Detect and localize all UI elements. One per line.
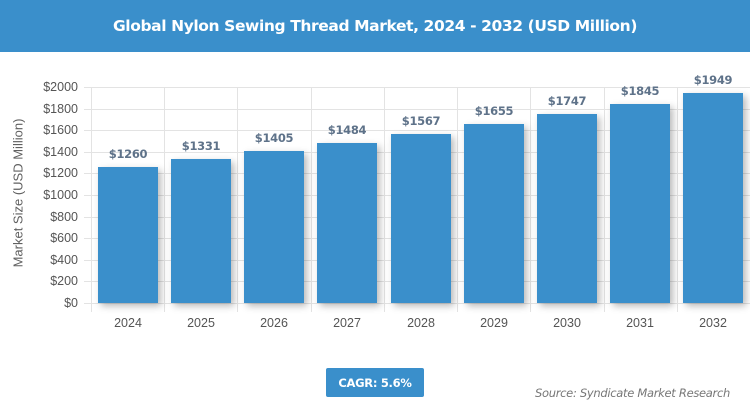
chart-title: Global Nylon Sewing Thread Market, 2024 … <box>112 17 638 35</box>
source-note: Source: Syndicate Market Research <box>535 386 730 400</box>
gridline-vertical <box>311 87 312 312</box>
gridline-vertical <box>677 87 678 312</box>
x-tick-label: 2024 <box>114 316 142 330</box>
bar-2031 <box>610 104 670 303</box>
bar-2026 <box>244 151 304 303</box>
bar-2030 <box>537 114 597 303</box>
bar-2032 <box>683 93 743 303</box>
x-tick-label: 2025 <box>187 316 215 330</box>
bar-2024 <box>98 167 158 303</box>
y-tick-label: $2000 <box>43 80 78 94</box>
x-tick-label: 2030 <box>553 316 581 330</box>
gridline-vertical <box>530 87 531 312</box>
gridline-vertical <box>91 87 92 312</box>
gridline-vertical <box>457 87 458 312</box>
x-tick-label: 2028 <box>407 316 435 330</box>
gridline-vertical <box>164 87 165 312</box>
bar-value-label: $1567 <box>401 114 441 128</box>
y-tick-label: $400 <box>50 253 78 267</box>
y-tick-label: $1000 <box>43 188 78 202</box>
gridline-horizontal <box>84 303 750 304</box>
bar-value-label: $1331 <box>181 139 221 153</box>
x-tick-label: 2032 <box>699 316 727 330</box>
gridline-horizontal <box>84 87 750 88</box>
bar-2027 <box>317 143 377 303</box>
bar-value-label: $1655 <box>474 104 514 118</box>
gridline-vertical <box>604 87 605 312</box>
y-tick-label: $1600 <box>43 123 78 137</box>
y-tick-label: $1200 <box>43 166 78 180</box>
y-tick-label: $0 <box>64 296 78 310</box>
gridline-horizontal <box>84 109 750 110</box>
y-tick-label: $600 <box>50 231 78 245</box>
bar-value-label: $1405 <box>254 131 294 145</box>
y-tick-label: $1800 <box>43 102 78 116</box>
y-tick-label: $800 <box>50 210 78 224</box>
chart-header: Global Nylon Sewing Thread Market, 2024 … <box>0 0 750 52</box>
bar-value-label: $1484 <box>327 123 367 137</box>
x-tick-label: 2027 <box>333 316 361 330</box>
cagr-badge: CAGR: 5.6% <box>326 368 424 397</box>
gridline-vertical <box>384 87 385 312</box>
x-tick-label: 2029 <box>480 316 508 330</box>
x-tick-label: 2031 <box>626 316 654 330</box>
gridline-horizontal <box>84 130 750 131</box>
bar-2025 <box>171 159 231 303</box>
y-axis-label: Market Size (USD Million) <box>10 118 26 268</box>
bar-value-label: $1260 <box>108 147 148 161</box>
x-tick-label: 2026 <box>260 316 288 330</box>
bar-value-label: $1949 <box>693 73 733 87</box>
bar-2028 <box>391 134 451 303</box>
bar-2029 <box>464 124 524 303</box>
bar-value-label: $1747 <box>547 94 587 108</box>
bar-value-label: $1845 <box>620 84 660 98</box>
y-tick-label: $1400 <box>43 145 78 159</box>
y-tick-label: $200 <box>50 274 78 288</box>
gridline-vertical <box>237 87 238 312</box>
